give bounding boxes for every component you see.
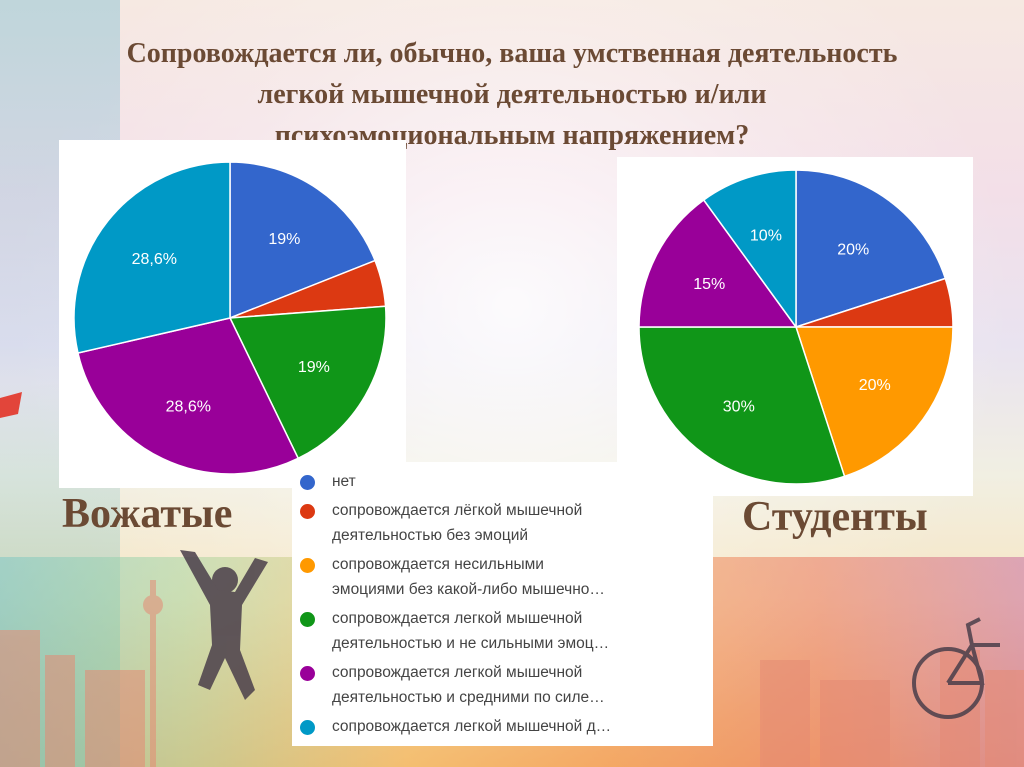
legend-label-line: сопровождается легкой мышечной xyxy=(332,610,583,627)
decor-flag-icon xyxy=(0,392,22,418)
legend-label-line: деятельностью без эмоций xyxy=(332,527,529,544)
pie-slice-label: 28,6% xyxy=(166,398,211,415)
pie-slice-light_d xyxy=(73,161,231,354)
legend-item-emotion_no_muscle: сопровождается несильными эмоциями без ка… xyxy=(300,555,703,602)
pie-chart-students: 20% 20% 30% 15% 10% xyxy=(638,169,954,485)
pie-slice-label: 30% xyxy=(723,399,755,416)
pie-slice-emotion_no_muscle xyxy=(794,326,954,478)
legend-label-line: эмоциями без какой-либо мышечно… xyxy=(332,581,605,598)
pie-slice-label: 20% xyxy=(837,241,869,258)
legend-label-line: сопровождается несильными xyxy=(332,556,544,573)
pie-slice-net xyxy=(229,161,377,320)
title-line: легкой мышечной деятельностью и/или xyxy=(257,79,767,110)
pie-panel-students: 20% 20% 30% 15% 10% xyxy=(617,157,973,496)
pie-slice-net xyxy=(795,169,947,329)
pie-slice-light_weak_emotion xyxy=(228,305,387,460)
pie-slice-label: 19% xyxy=(298,359,330,376)
legend-label-line: сопровождается легкой мышечной xyxy=(332,664,583,681)
group-label-counselors: Вожатые xyxy=(62,491,233,537)
legend-label-line: сопровождается легкой мышечной д… xyxy=(332,718,612,735)
pie-slice-label: 10% xyxy=(750,227,782,244)
legend-item-light_d: сопровождается легкой мышечной д… xyxy=(300,717,703,739)
legend-label-line: нет xyxy=(332,473,356,490)
city-skyline-silhouette xyxy=(0,580,1024,767)
legend-color-dot xyxy=(300,666,315,681)
legend-label-line: деятельностью и не сильными эмоц… xyxy=(332,635,610,652)
legend-label-line: деятельностью и средними по силе… xyxy=(332,689,605,706)
bicycle-silhouette xyxy=(912,617,1000,719)
pie-slice-light_medium xyxy=(638,198,798,328)
legend-color-dot xyxy=(300,612,315,627)
legend-item-light_weak_emotion: сопровождается легкой мышечной деятельнос… xyxy=(300,609,703,656)
pie-slice-label: 19% xyxy=(268,231,300,248)
legend-item-net: нет xyxy=(300,472,703,494)
jumping-person-silhouette xyxy=(180,550,268,700)
legend-label: сопровождается несильными эмоциями без ка… xyxy=(332,552,605,602)
slide-title: Сопровождается ли, обычно, ваша умственн… xyxy=(20,33,1004,156)
pie-slice-label: 28,6% xyxy=(132,251,177,268)
legend-color-dot xyxy=(300,475,315,490)
group-label-students: Студенты xyxy=(742,494,928,540)
chart-legend: нет сопровождается лёгкой мышечной деятель… xyxy=(292,462,713,746)
title-line: Сопровождается ли, обычно, ваша умственн… xyxy=(126,38,898,69)
legend-label: сопровождается легкой мышечной деятельнос… xyxy=(332,660,605,710)
legend-item-light_medium: сопровождается легкой мышечной деятельнос… xyxy=(300,663,703,710)
pie-slice-light_weak_emotion xyxy=(638,326,846,485)
legend-label: нет xyxy=(332,469,356,494)
legend-item-light_no_emotion: сопровождается лёгкой мышечной деятельнос… xyxy=(300,501,703,548)
legend-label: сопровождается легкой мышечной деятельнос… xyxy=(332,606,609,656)
pie-chart-counselors: 19% 19% 28,6% 28,6% xyxy=(73,161,387,475)
pie-slice-label: 15% xyxy=(693,276,725,293)
legend-label-line: сопровождается лёгкой мышечной xyxy=(332,502,583,519)
legend-color-dot xyxy=(300,558,315,573)
legend-color-dot xyxy=(300,720,315,735)
pie-panel-counselors: 19% 19% 28,6% 28,6% xyxy=(59,140,406,488)
legend-label: сопровождается лёгкой мышечной деятельнос… xyxy=(332,498,582,548)
pie-slice-light_medium xyxy=(77,317,300,475)
legend-color-dot xyxy=(300,504,315,519)
legend-label: сопровождается легкой мышечной д… xyxy=(332,714,611,739)
pie-slice-label: 20% xyxy=(859,377,891,394)
pie-slice-light_d xyxy=(702,169,797,330)
